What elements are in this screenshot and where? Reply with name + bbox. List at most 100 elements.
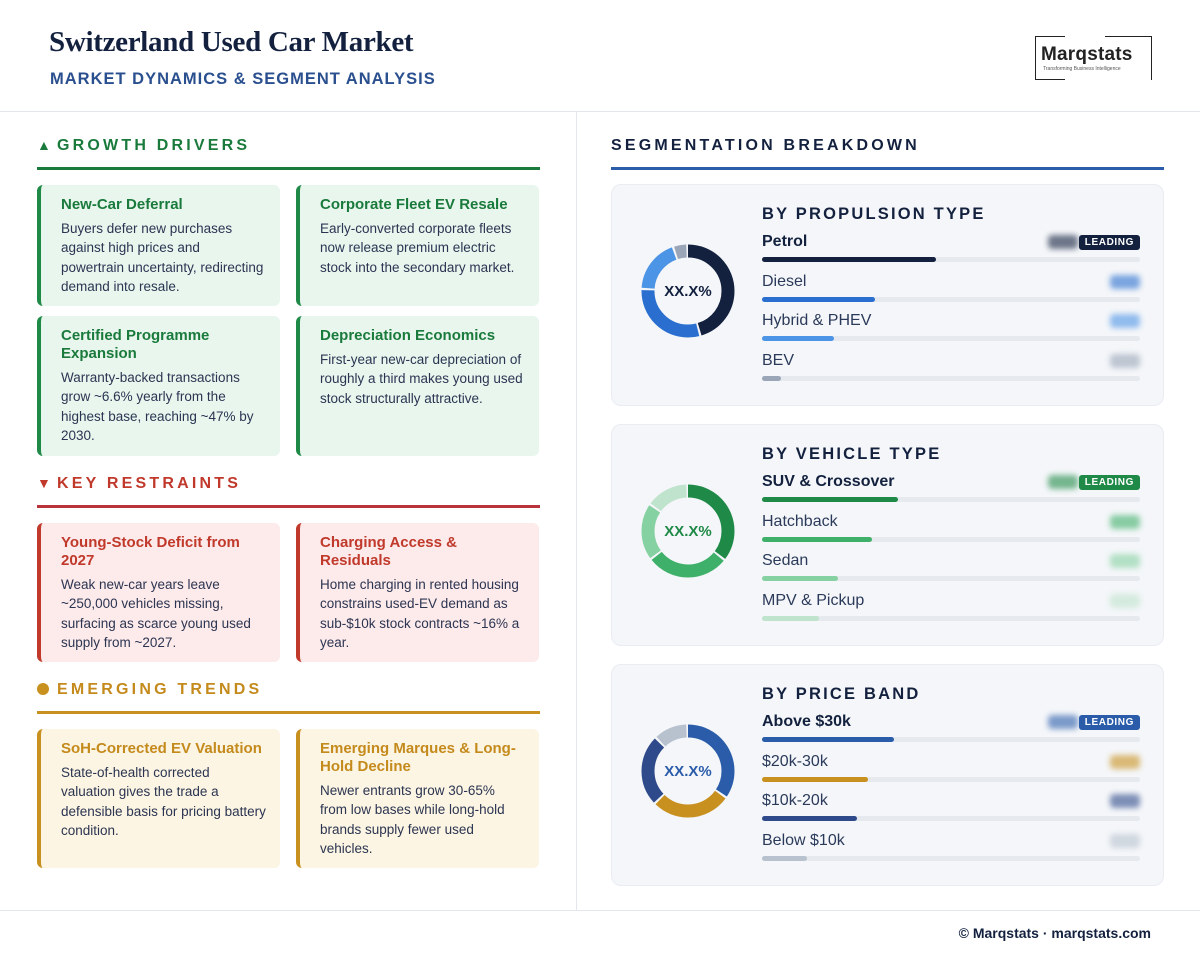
- card-title: Young-Stock Deficit from 2027: [61, 534, 240, 569]
- marqstats-logo[interactable]: Marqstats Transforming Business Intellig…: [1035, 36, 1152, 80]
- growth-drivers-heading: ▲ GROWTH DRIVERS: [37, 137, 540, 170]
- driver-card: Certified Programme Expansion Warranty-b…: [37, 316, 280, 456]
- leading-badge: LEADING: [1078, 715, 1140, 730]
- donut-center-label: XX.X%: [664, 522, 712, 540]
- card-title: Depreciation Economics: [320, 327, 496, 344]
- donut-chart: [641, 724, 735, 818]
- page-title: Switzerland Used Car Market: [49, 26, 414, 58]
- share-bar-track: [762, 336, 1140, 341]
- segment-row: $20k-30k: [762, 753, 1140, 793]
- blurred-value: [1110, 593, 1140, 608]
- segment-label: Diesel: [762, 272, 807, 290]
- share-bar-track: [762, 737, 1140, 742]
- segment-label: Hatchback: [762, 512, 838, 530]
- donut-segment: [641, 484, 735, 578]
- donut-segment: [641, 724, 735, 818]
- card-text: First-year new-car depreciation of rough…: [320, 352, 523, 406]
- card-text: State-of-health corrected valuation give…: [61, 765, 266, 838]
- donut-center-label: XX.X%: [664, 282, 712, 300]
- donut-chart: [641, 484, 735, 578]
- share-bar-fill: [762, 776, 868, 782]
- blurred-value: [1110, 274, 1140, 289]
- blurred-value: [1048, 475, 1078, 489]
- blurred-value: [1048, 235, 1078, 249]
- driver-card: New-Car Deferral Buyers defer new purcha…: [37, 185, 280, 306]
- card-title: SoH-Corrected EV Valuation: [61, 740, 262, 757]
- page-subtitle: MARKET DYNAMICS & SEGMENT ANALYSIS: [50, 70, 436, 88]
- blurred-value: [1110, 514, 1140, 529]
- donut-segment: [641, 484, 735, 578]
- card-title: Charging Access & Residuals: [320, 534, 457, 569]
- panel-title: BY VEHICLE TYPE: [762, 445, 942, 463]
- share-bar-track: [762, 497, 1140, 502]
- donut-center-label: XX.X%: [664, 762, 712, 780]
- blurred-value: [1110, 353, 1140, 368]
- driver-card: Depreciation Economics First-year new-ca…: [296, 316, 539, 456]
- segment-row: Diesel: [762, 273, 1140, 313]
- segment-label: Sedan: [762, 552, 809, 569]
- trend-card: SoH-Corrected EV Valuation State-of-heal…: [37, 729, 280, 868]
- trend-card: Emerging Marques & Long-Hold Decline New…: [296, 729, 539, 868]
- segmentation-heading: SEGMENTATION BREAKDOWN: [611, 137, 1164, 170]
- blurred-value: [1110, 833, 1140, 848]
- share-bar-track: [762, 816, 1140, 821]
- card-text: Early-converted corporate fleets now rel…: [320, 221, 515, 275]
- share-bar-fill: [762, 257, 936, 262]
- logo-frame-left: [1035, 36, 1065, 80]
- segment-label: BEV: [762, 351, 795, 369]
- circle-icon: [37, 683, 49, 695]
- blurred-value: [1110, 754, 1140, 769]
- share-bar-fill: [762, 536, 872, 542]
- panel-title: BY PRICE BAND: [762, 685, 921, 703]
- segment-row: Sedan: [762, 552, 1140, 592]
- share-bar-fill: [762, 576, 838, 581]
- leading-badge: LEADING: [1078, 475, 1140, 490]
- share-bar-track: [762, 776, 1140, 782]
- segment-row: Hatchback: [762, 513, 1140, 553]
- donut-segment: [641, 724, 735, 818]
- segment-label: Above $30k: [762, 713, 851, 730]
- segment-label: $20k-30k: [762, 752, 828, 770]
- share-bar-track: [762, 536, 1140, 542]
- blurred-value: [1110, 554, 1140, 568]
- segment-row: $10k-20k: [762, 792, 1140, 832]
- triangle-up-icon: ▲: [37, 137, 51, 153]
- share-bar-fill: [762, 497, 899, 502]
- segment-row: Below $10k: [762, 832, 1140, 872]
- key-restraints-label: KEY RESTRAINTS: [57, 475, 242, 492]
- triangle-down-icon: ▼: [37, 475, 51, 491]
- header: Switzerland Used Car Market MARKET DYNAM…: [0, 0, 1200, 112]
- share-bar-fill: [762, 615, 819, 621]
- donut-segment: [641, 484, 735, 578]
- restraint-card: Young-Stock Deficit from 2027 Weak new-c…: [37, 523, 280, 662]
- share-bar-track: [762, 257, 1140, 262]
- emerging-trends-heading: EMERGING TRENDS: [37, 681, 540, 714]
- segment-label: $10k-20k: [762, 792, 828, 809]
- card-text: Buyers defer new purchases against high …: [61, 221, 264, 294]
- card-text: Weak new-car years leave ~250,000 vehicl…: [61, 577, 251, 650]
- card-text: Home charging in rented housing constrai…: [320, 577, 520, 650]
- card-title: Certified Programme Expansion: [61, 327, 210, 362]
- segment-row: Petrol LEADING: [762, 233, 1140, 273]
- leading-badge: LEADING: [1078, 235, 1140, 250]
- card-title: Emerging Marques & Long-Hold Decline: [320, 740, 516, 775]
- footer-credit[interactable]: © Marqstats · marqstats.com: [958, 925, 1151, 941]
- segment-row: SUV & Crossover LEADING: [762, 473, 1140, 513]
- card-text: Newer entrants grow 30-65% from low base…: [320, 783, 505, 856]
- share-bar-track: [762, 855, 1140, 861]
- blurred-value: [1110, 794, 1140, 808]
- donut-chart: [641, 244, 735, 338]
- segment-row: BEV: [762, 352, 1140, 392]
- footer: © Marqstats · marqstats.com: [0, 910, 1200, 954]
- segment-panel: BY PROPULSION TYPE XX.X% Petrol LEADING Dies…: [611, 184, 1164, 406]
- logo-tagline: Transforming Business Intelligence: [1043, 66, 1121, 72]
- share-bar-track: [762, 576, 1140, 581]
- share-bar-fill: [762, 336, 834, 341]
- segment-label: SUV & Crossover: [762, 473, 895, 490]
- segment-row: MPV & Pickup: [762, 592, 1140, 632]
- share-bar-fill: [762, 375, 781, 381]
- blurred-value: [1110, 314, 1140, 328]
- share-bar-track: [762, 615, 1140, 621]
- driver-card: Corporate Fleet EV Resale Early-converte…: [296, 185, 539, 306]
- restraint-card: Charging Access & Residuals Home chargin…: [296, 523, 539, 662]
